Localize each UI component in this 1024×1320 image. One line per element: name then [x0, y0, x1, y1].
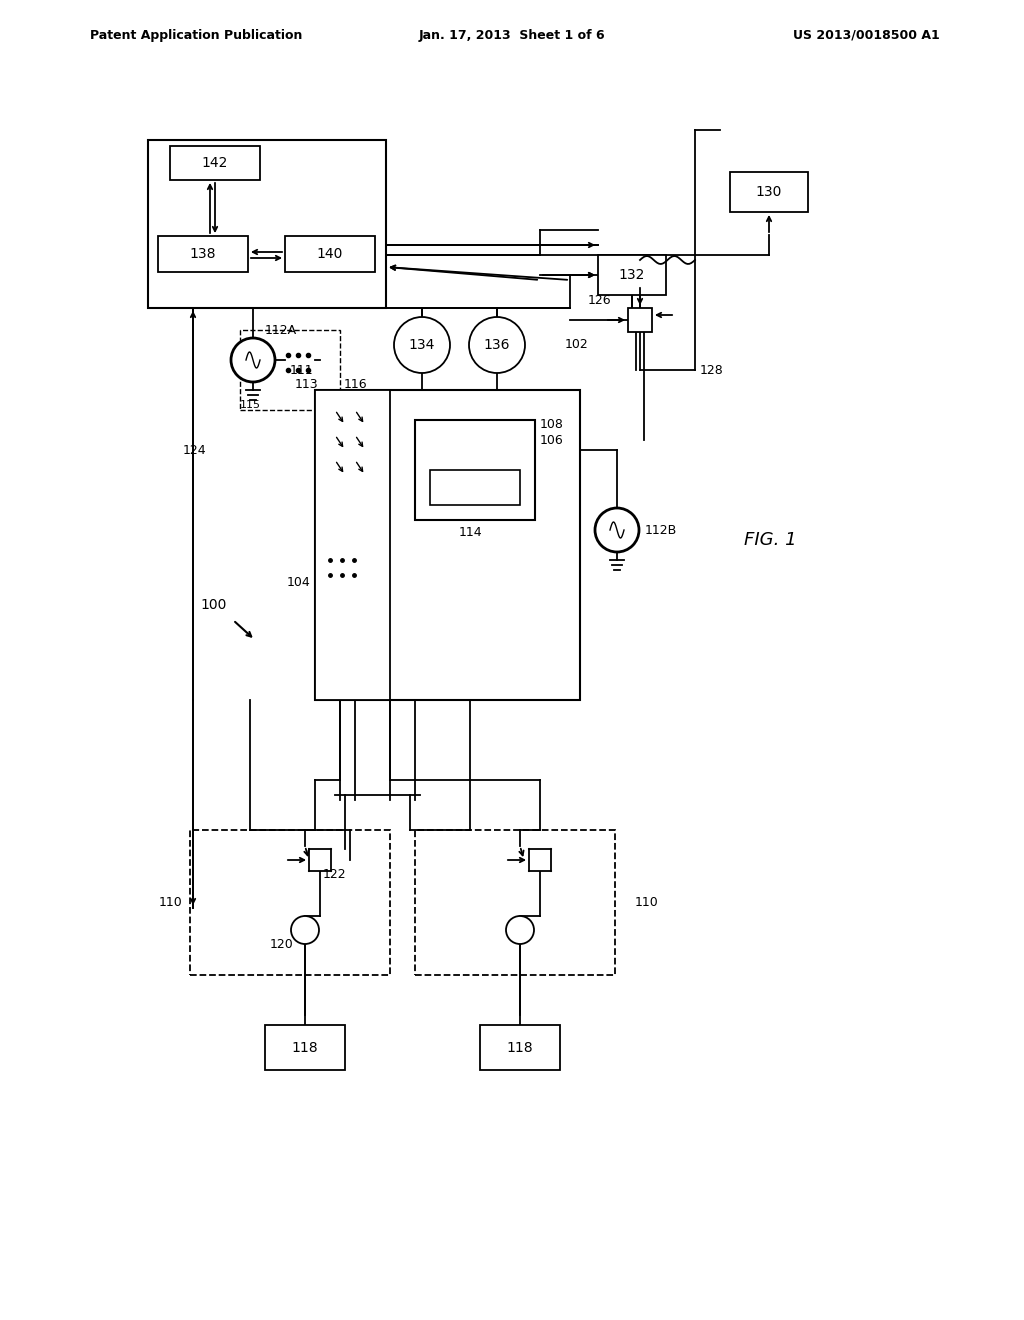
Text: 122: 122	[323, 869, 347, 882]
Text: 120: 120	[269, 939, 293, 952]
Text: 114: 114	[458, 525, 482, 539]
Text: 111: 111	[290, 363, 313, 376]
Bar	[628, 308, 652, 333]
Text: Jan. 17, 2013  Sheet 1 of 6: Jan. 17, 2013 Sheet 1 of 6	[419, 29, 605, 41]
Text: 128: 128	[700, 363, 724, 376]
Text: FIG. 1: FIG. 1	[743, 531, 797, 549]
Bar	[415, 830, 615, 975]
Bar	[148, 140, 386, 308]
Circle shape	[506, 916, 534, 944]
Text: 113: 113	[295, 379, 318, 392]
Text: 112B: 112B	[645, 524, 677, 536]
Text: Patent Application Publication: Patent Application Publication	[90, 29, 302, 41]
Text: 100: 100	[200, 598, 226, 612]
Bar	[265, 1026, 345, 1071]
Text: 112A: 112A	[265, 323, 297, 337]
Bar	[315, 389, 580, 700]
Bar	[170, 147, 260, 180]
Text: 134: 134	[409, 338, 435, 352]
Circle shape	[595, 508, 639, 552]
Bar	[240, 330, 340, 411]
Text: 116: 116	[343, 379, 367, 392]
Text: 108: 108	[540, 418, 564, 432]
Circle shape	[394, 317, 450, 374]
Bar	[315, 389, 390, 700]
Text: 126: 126	[588, 293, 611, 306]
Circle shape	[291, 916, 319, 944]
Circle shape	[231, 338, 275, 381]
Text: 124: 124	[183, 444, 207, 457]
Text: 110: 110	[159, 895, 182, 908]
Text: 110: 110	[635, 895, 658, 908]
Text: 106: 106	[540, 433, 564, 446]
Bar	[415, 420, 535, 520]
Bar	[529, 849, 551, 871]
Bar	[480, 1026, 560, 1071]
Text: 115: 115	[240, 400, 261, 411]
Circle shape	[469, 317, 525, 374]
Bar	[309, 849, 331, 871]
Text: 104: 104	[287, 576, 310, 589]
Text: 102: 102	[565, 338, 589, 351]
Text: 140: 140	[316, 247, 343, 261]
Text: 118: 118	[507, 1040, 534, 1055]
Bar	[285, 236, 375, 272]
Bar	[730, 172, 808, 213]
Text: 130: 130	[756, 185, 782, 199]
Bar	[158, 236, 248, 272]
Text: 138: 138	[189, 247, 216, 261]
Text: 132: 132	[618, 268, 645, 282]
Bar	[190, 830, 390, 975]
Bar	[430, 470, 520, 506]
Text: 118: 118	[292, 1040, 318, 1055]
Text: US 2013/0018500 A1: US 2013/0018500 A1	[794, 29, 940, 41]
Text: 136: 136	[483, 338, 510, 352]
Text: 142: 142	[202, 156, 228, 170]
Bar	[598, 255, 666, 294]
